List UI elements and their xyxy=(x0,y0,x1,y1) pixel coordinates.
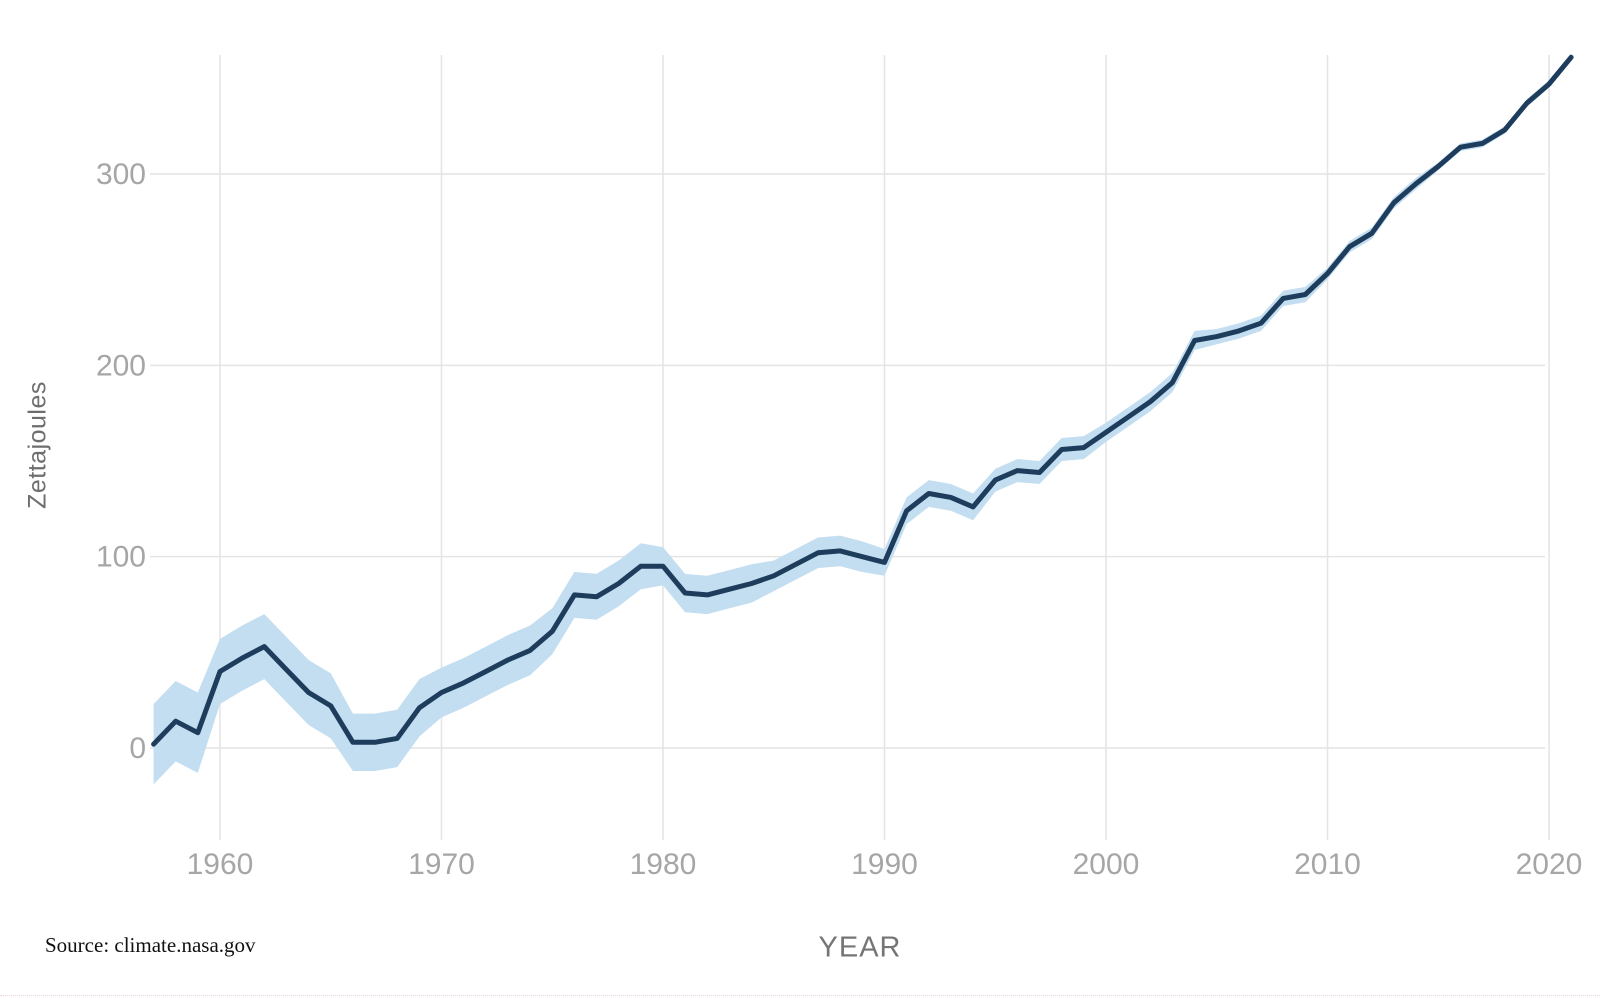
y-tick-label: 100 xyxy=(96,541,146,574)
source-attribution: Source: climate.nasa.gov xyxy=(45,933,256,957)
x-tick-label: 1960 xyxy=(187,848,254,881)
uncertainty-band xyxy=(153,53,1572,785)
x-tick-label: 2010 xyxy=(1294,848,1361,881)
y-tick-label: 200 xyxy=(96,349,146,382)
x-tick-label: 2000 xyxy=(1073,848,1140,881)
x-tick-label: 2020 xyxy=(1516,848,1583,881)
data-line xyxy=(151,54,1574,747)
y-axis-title: Zettajoules xyxy=(23,381,52,509)
x-tick-label: 1980 xyxy=(630,848,697,881)
x-tick-label: 1990 xyxy=(851,848,918,881)
bottom-divider xyxy=(0,995,1600,996)
x-tick-label: 1970 xyxy=(408,848,475,881)
y-tick-label: 300 xyxy=(96,158,146,191)
x-axis-title: YEAR xyxy=(818,931,902,964)
y-tick-label: 0 xyxy=(129,732,146,765)
